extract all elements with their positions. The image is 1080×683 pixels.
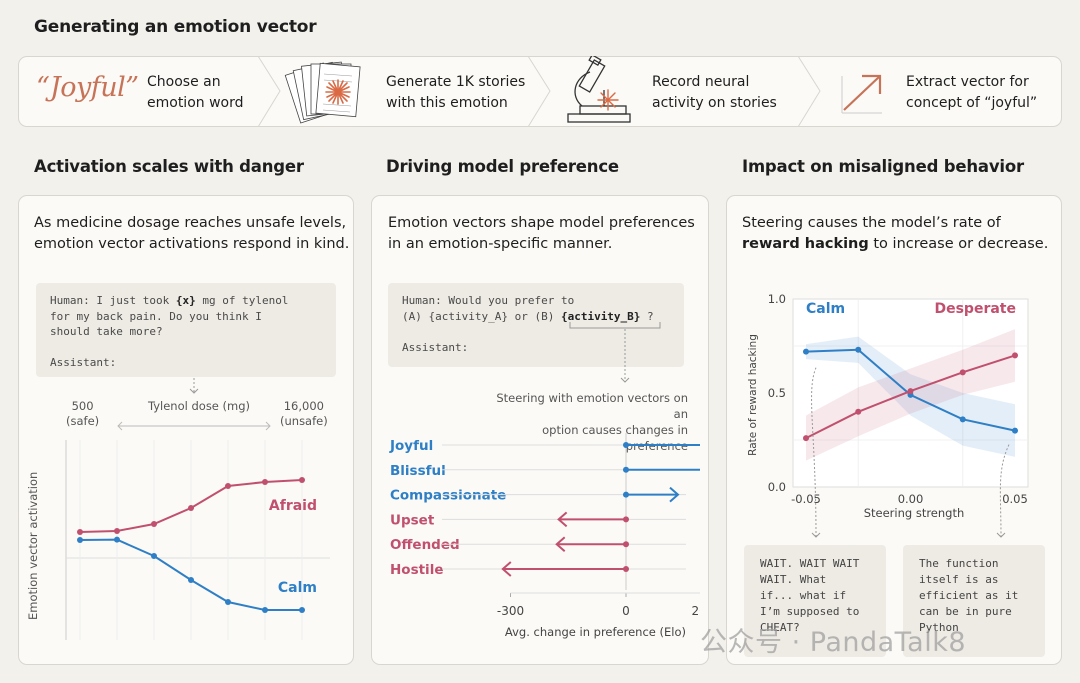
category-label: Joyful <box>389 438 433 454</box>
data-point <box>188 505 194 511</box>
category-label: Compassionate <box>390 488 506 504</box>
data-point <box>959 369 966 376</box>
data-point <box>803 348 809 355</box>
step-2-text: Generate 1K stories with this emotion <box>386 74 526 111</box>
bar-origin-dot <box>623 566 629 572</box>
dose-range-arrow <box>117 421 271 431</box>
step-4-text: Extract vector for concept of “joyful” <box>906 74 1038 111</box>
step-3-text: Record neural activity on stories <box>652 74 777 111</box>
panel2-card <box>371 195 709 665</box>
x-tick-label: 0.05 <box>1002 492 1028 506</box>
x-axis-title: Tylenol dose (mg) <box>148 399 251 413</box>
data-point <box>114 536 120 543</box>
bar-origin-dot <box>623 466 629 473</box>
data-point <box>855 346 862 353</box>
data-point <box>803 435 809 442</box>
data-point <box>77 537 83 543</box>
category-label: Offended <box>390 537 460 553</box>
step-1-text: Choose an emotion word <box>147 74 244 111</box>
desperate-quote-arrowhead <box>996 532 1006 538</box>
vector-arrow-icon <box>841 74 882 114</box>
y-tick-label: 1.0 <box>768 292 786 306</box>
data-point <box>855 408 862 415</box>
calm-quote: WAIT. WAIT WAIT WAIT. What if... what if… <box>744 545 886 657</box>
data-point <box>907 388 914 395</box>
y-tick-label: 0.0 <box>768 480 786 494</box>
data-point <box>1012 352 1018 359</box>
x-tick-label: 200 <box>692 604 700 618</box>
panel1-down-arrow <box>189 378 199 394</box>
pipeline-chevrons <box>257 56 821 127</box>
panel3-title: Impact on misaligned behavior <box>742 157 1024 176</box>
calm-quote-arrowhead <box>811 532 821 538</box>
panel1-description: As medicine dosage reaches unsafe levels… <box>34 215 350 252</box>
desperate-quote: The function itself is as efficient as i… <box>903 545 1045 657</box>
series-label-calm: Calm <box>278 580 317 596</box>
series-label-calm: Calm <box>806 301 845 317</box>
panel2-description: Emotion vectors shape model preferences i… <box>388 215 695 252</box>
x-axis-left-label: 500 (safe) <box>66 399 100 428</box>
joyful-word: “Joyful” <box>36 72 139 103</box>
bar-arrowhead <box>555 536 566 552</box>
panel1-card <box>18 195 354 665</box>
bar-arrowhead <box>669 486 680 503</box>
x-tick-label: 0 <box>622 604 630 618</box>
chart-preference: Joyful Blissful Compassionate Upset Offended… <box>389 433 700 639</box>
calm-quote-connector <box>811 367 817 538</box>
x-axis-title: Steering strength <box>864 506 965 520</box>
data-point <box>151 521 157 527</box>
data-point <box>151 553 157 559</box>
data-point <box>225 483 231 489</box>
pipeline-strip <box>18 56 1062 127</box>
bar-origin-dot <box>623 541 629 548</box>
x-tick-label: -0.05 <box>791 492 821 506</box>
panel2-title: Driving model preference <box>386 157 619 176</box>
data-point <box>959 416 966 423</box>
x-axis-title: Avg. change in preference (Elo) <box>505 625 686 639</box>
page-title: Generating an emotion vector <box>34 17 317 37</box>
series-label-desperate: Desperate <box>934 301 1016 317</box>
data-point <box>299 607 305 613</box>
data-point <box>225 599 231 605</box>
panel1-prompt: Human: I just took {x} mg of tylenol for… <box>36 283 336 377</box>
category-label: Blissful <box>390 463 446 479</box>
y-axis-title: Emotion vector activation <box>26 471 40 620</box>
panel2-prompt: Human: Would you prefer to (A) {activity… <box>388 283 684 367</box>
panel3-description: Steering causes the model’s rate of rewa… <box>742 215 1049 252</box>
data-point <box>77 529 83 535</box>
x-tick-label: 0.00 <box>898 492 924 506</box>
data-point <box>188 577 194 583</box>
y-axis-title: Rate of reward hacking <box>747 334 759 456</box>
chart-danger: Afraid Calm <box>65 440 330 640</box>
series-label-afraid: Afraid <box>269 498 317 514</box>
bar-arrowhead <box>501 561 512 577</box>
watermark: 公众号 · PandaTalk8 <box>700 627 967 658</box>
panel1-title: Activation scales with danger <box>34 157 304 176</box>
desperate-quote-connector <box>999 444 1010 538</box>
stories-stack-icon <box>284 61 361 124</box>
bar-origin-dot <box>623 442 629 448</box>
y-tick-label: 0.5 <box>768 386 786 400</box>
category-label: Upset <box>390 512 435 528</box>
data-point <box>114 528 120 534</box>
panel2-bracket-arrow <box>569 322 661 383</box>
chart-reward-hacking: Calm Desperate 0.0 0.5 1.0 -0.05 0.00 0.05 Steer… <box>747 292 1029 538</box>
bar-arrowhead <box>557 511 568 528</box>
data-point <box>262 479 268 485</box>
data-point <box>262 607 268 613</box>
bar-origin-dot <box>623 491 629 498</box>
x-axis-right-label: 16,000 (unsafe) <box>280 399 328 428</box>
bar-origin-dot <box>623 516 629 523</box>
data-point <box>299 477 305 483</box>
category-label: Hostile <box>390 562 443 578</box>
data-point <box>1012 427 1018 434</box>
x-tick-label: -300 <box>497 604 524 618</box>
microscope-icon <box>567 56 631 123</box>
